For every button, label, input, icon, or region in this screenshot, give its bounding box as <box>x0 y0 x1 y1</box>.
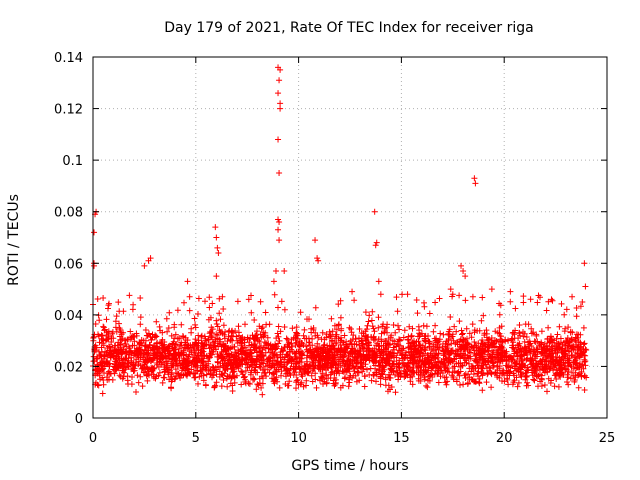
roti-point <box>215 249 222 256</box>
roti-point <box>312 237 319 244</box>
roti-point-cloud <box>90 291 590 398</box>
roti-point <box>91 262 98 269</box>
roti-point <box>449 291 456 298</box>
y-tick-label: 0.06 <box>54 257 83 272</box>
roti-point <box>488 286 495 293</box>
y-tick-label: 0.1 <box>62 154 83 169</box>
roti-point <box>373 239 380 246</box>
roti-point <box>582 283 589 290</box>
roti-point <box>272 268 279 275</box>
roti-point <box>212 224 219 231</box>
roti-point <box>275 136 282 143</box>
x-tick-labels: 0 5 10 15 20 25 <box>89 431 615 446</box>
roti-point <box>147 255 154 262</box>
y-tick-label: 0.14 <box>54 51 83 66</box>
x-tick-label: 15 <box>393 431 410 446</box>
roti-point <box>270 278 277 285</box>
roti-point <box>277 100 284 107</box>
roti-point <box>141 262 148 269</box>
roti-point <box>276 237 283 244</box>
roti-point <box>276 77 283 84</box>
y-tick-label: 0.04 <box>54 309 83 324</box>
roti-point <box>579 298 586 305</box>
roti-point <box>276 170 283 177</box>
roti-point <box>276 219 283 226</box>
roti-point <box>507 288 514 295</box>
roti-point <box>186 293 193 300</box>
roti-point <box>548 296 555 303</box>
roti-point <box>213 234 220 241</box>
roti-point <box>460 268 467 275</box>
roti-point <box>375 278 382 285</box>
x-tick-label: 5 <box>192 431 200 446</box>
x-tick-label: 25 <box>599 431 616 446</box>
roti-point <box>472 180 479 187</box>
roti-point <box>349 288 356 295</box>
y-tick-label: 0.12 <box>54 103 83 118</box>
y-tick-label: 0.02 <box>54 360 83 375</box>
y-tick-label: 0 <box>75 412 83 427</box>
y-axis-label: ROTI / TECUs <box>6 194 22 286</box>
y-tick-label: 0.08 <box>54 206 83 221</box>
y-tick-labels: 0 0.02 0.04 0.06 0.08 0.1 0.12 0.14 <box>54 51 83 427</box>
roti-point <box>581 260 588 267</box>
roti-point <box>213 273 220 280</box>
plot-frame <box>92 56 608 419</box>
roti-point <box>314 255 321 262</box>
roti-point <box>275 64 282 71</box>
roti-point <box>214 244 221 251</box>
roti-point <box>372 242 379 249</box>
roti-point <box>462 273 469 280</box>
axis-ticks <box>92 56 608 419</box>
roti-point <box>275 226 282 233</box>
roti-point <box>184 278 191 285</box>
roti-point <box>371 208 378 215</box>
x-tick-label: 10 <box>290 431 307 446</box>
roti-point <box>277 105 284 112</box>
roti-point <box>458 262 465 269</box>
roti-point <box>275 90 282 97</box>
x-tick-label: 20 <box>496 431 513 446</box>
roti-point <box>569 293 576 300</box>
roti-point <box>377 291 384 298</box>
roti-point <box>281 268 288 275</box>
roti-point <box>91 229 98 236</box>
roti-point <box>404 291 411 298</box>
data-points <box>90 64 590 398</box>
roti-point <box>275 216 282 223</box>
roti-point <box>447 286 454 293</box>
chart-title: Day 179 of 2021, Rate Of TEC Index for r… <box>164 20 533 36</box>
x-axis-label: GPS time / hours <box>291 458 408 474</box>
x-tick-label: 0 <box>89 431 97 446</box>
roti-point <box>471 175 478 182</box>
roti-point <box>315 257 322 264</box>
